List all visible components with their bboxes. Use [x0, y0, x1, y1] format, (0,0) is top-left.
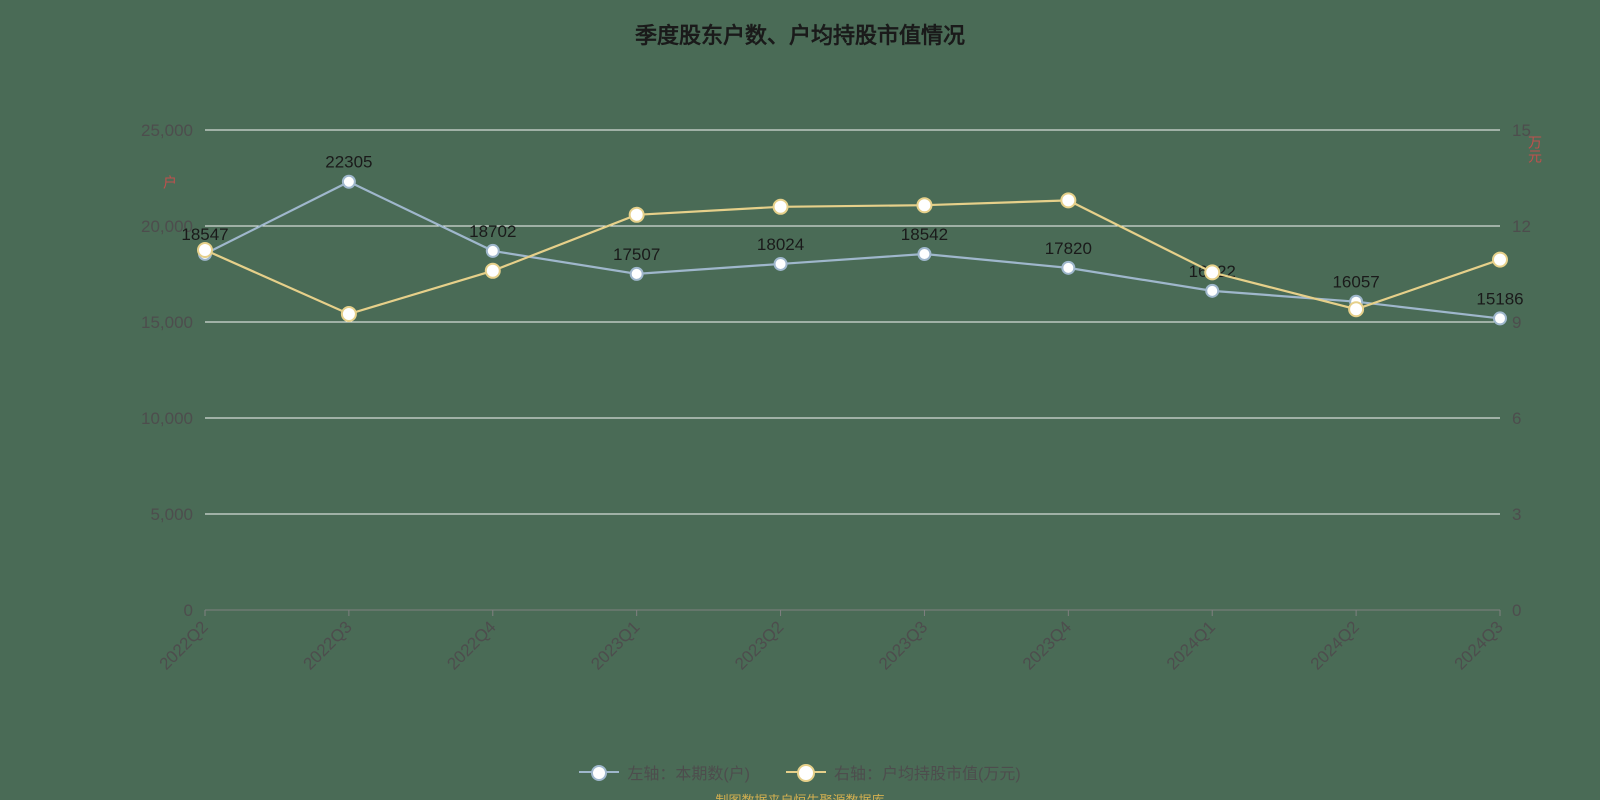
legend-item-left: 左轴：本期数(户) — [579, 760, 750, 784]
legend-item-right: 右轴：户均持股市值(万元) — [786, 760, 1021, 784]
svg-text:2022Q3: 2022Q3 — [300, 617, 356, 673]
svg-text:2023Q1: 2023Q1 — [587, 617, 643, 673]
svg-text:万元: 万元 — [1527, 135, 1543, 164]
svg-text:6: 6 — [1512, 409, 1521, 428]
svg-text:户: 户 — [162, 174, 178, 190]
svg-text:0: 0 — [1512, 601, 1521, 620]
legend-swatch-left — [579, 771, 619, 773]
svg-text:2024Q2: 2024Q2 — [1307, 617, 1363, 673]
chart-container: 005,000310,000615,000920,0001225,00015户万… — [0, 50, 1600, 750]
svg-text:2023Q3: 2023Q3 — [875, 617, 931, 673]
legend: 左轴：本期数(户) 右轴：户均持股市值(万元) — [0, 760, 1600, 784]
svg-text:5,000: 5,000 — [150, 505, 193, 524]
chart-title: 季度股东户数、户均持股市值情况 — [0, 0, 1600, 50]
svg-text:3: 3 — [1512, 505, 1521, 524]
svg-text:25,000: 25,000 — [141, 121, 193, 140]
svg-text:10,000: 10,000 — [141, 409, 193, 428]
legend-swatch-right — [786, 771, 826, 773]
legend-label-right: 右轴：户均持股市值(万元) — [834, 760, 1021, 784]
svg-text:22305: 22305 — [325, 153, 372, 172]
data-source-footer: 制图数据来自恒生聚源数据库 — [0, 790, 1600, 800]
svg-text:2024Q1: 2024Q1 — [1163, 617, 1219, 673]
svg-text:16057: 16057 — [1332, 273, 1379, 292]
svg-text:18542: 18542 — [901, 225, 948, 244]
svg-text:15,000: 15,000 — [141, 313, 193, 332]
svg-text:0: 0 — [184, 601, 193, 620]
svg-text:2023Q2: 2023Q2 — [731, 617, 787, 673]
svg-text:15186: 15186 — [1476, 289, 1523, 308]
legend-label-left: 左轴：本期数(户) — [627, 760, 750, 784]
chart-svg: 005,000310,000615,000920,0001225,00015户万… — [0, 50, 1600, 750]
svg-text:18547: 18547 — [181, 225, 228, 244]
svg-text:18702: 18702 — [469, 222, 516, 241]
svg-text:17507: 17507 — [613, 245, 660, 264]
svg-text:17820: 17820 — [1045, 239, 1092, 258]
svg-text:2024Q3: 2024Q3 — [1451, 617, 1507, 673]
svg-text:2022Q4: 2022Q4 — [443, 617, 499, 673]
svg-text:2023Q4: 2023Q4 — [1019, 617, 1075, 673]
svg-text:9: 9 — [1512, 313, 1521, 332]
svg-text:18024: 18024 — [757, 235, 804, 254]
svg-text:12: 12 — [1512, 217, 1531, 236]
svg-text:2022Q2: 2022Q2 — [156, 617, 212, 673]
